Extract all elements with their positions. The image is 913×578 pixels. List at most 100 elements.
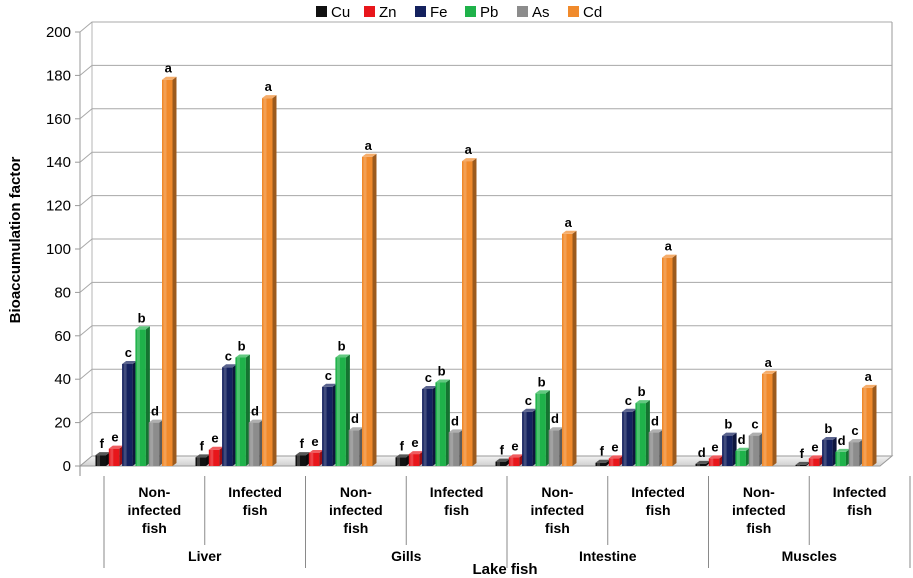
bar-front bbox=[422, 388, 433, 466]
bar-top bbox=[395, 454, 410, 458]
bar-front bbox=[608, 458, 620, 466]
bar-top bbox=[662, 254, 677, 258]
x-category-label: Infected bbox=[228, 484, 282, 500]
significance-label: e bbox=[611, 439, 618, 454]
bar-highlight bbox=[623, 411, 627, 466]
legend-label: Fe bbox=[430, 4, 448, 21]
bar-highlight bbox=[797, 464, 800, 466]
legend: Cu Zn Fe Pb As Cd bbox=[316, 4, 602, 21]
bar-highlight bbox=[736, 450, 740, 466]
bar-front bbox=[122, 364, 133, 466]
bar-side bbox=[372, 153, 377, 466]
bar-zn-6: e bbox=[608, 439, 624, 466]
bar-front bbox=[822, 439, 833, 466]
bar-side bbox=[772, 370, 777, 466]
bar-front bbox=[408, 454, 420, 466]
y-tick-label: 140 bbox=[46, 154, 71, 171]
bar-side bbox=[572, 230, 577, 466]
bar-front bbox=[735, 450, 746, 466]
legend-item-zn: Zn bbox=[364, 4, 397, 21]
gridline bbox=[79, 64, 892, 76]
significance-label: d bbox=[738, 432, 746, 447]
bar-top bbox=[608, 455, 624, 459]
bar-highlight bbox=[250, 422, 254, 466]
bar-cu-2: f bbox=[195, 438, 210, 466]
bar-front bbox=[448, 432, 460, 466]
bar-highlight bbox=[197, 457, 200, 466]
bar-zn-8: e bbox=[808, 439, 824, 466]
bar-as-7: c bbox=[748, 417, 764, 466]
bar-cd-4: a bbox=[462, 142, 477, 467]
significance-label: e bbox=[311, 434, 318, 449]
x-group-label: Liver bbox=[188, 548, 222, 564]
bar-front bbox=[648, 432, 660, 466]
x-category-label: Infected bbox=[430, 484, 484, 500]
bar-front bbox=[208, 449, 220, 466]
significance-label: f bbox=[800, 446, 805, 461]
bar-front bbox=[195, 457, 206, 466]
bar-top bbox=[708, 455, 724, 459]
bar-highlight bbox=[536, 393, 540, 466]
bar-side bbox=[472, 158, 477, 467]
bar-highlight bbox=[463, 161, 467, 467]
gridline bbox=[79, 281, 892, 293]
bar-highlight bbox=[550, 430, 554, 466]
significance-label: b bbox=[538, 374, 546, 389]
bar-zn-1: e bbox=[108, 430, 124, 466]
legend-label: Pb bbox=[480, 4, 498, 21]
bar-front bbox=[622, 411, 633, 466]
x-axis-title: Lake fish bbox=[472, 561, 537, 578]
bar-as-6: d bbox=[648, 413, 664, 466]
significance-label: e bbox=[211, 431, 218, 446]
bar-zn-3: e bbox=[308, 434, 324, 466]
bar-zn-4: e bbox=[408, 435, 424, 466]
bar-top bbox=[248, 419, 264, 423]
bar-pb-6: b bbox=[635, 384, 650, 466]
bar-highlight bbox=[697, 463, 700, 466]
bar-top bbox=[808, 455, 824, 459]
bar-top bbox=[848, 439, 864, 443]
significance-label: d bbox=[698, 445, 706, 460]
y-tick-label: 160 bbox=[46, 111, 71, 128]
bar-highlight bbox=[150, 422, 154, 466]
bar-highlight bbox=[363, 156, 367, 466]
bar-top bbox=[295, 452, 310, 456]
bar-highlight bbox=[136, 329, 140, 466]
bar-highlight bbox=[123, 364, 127, 466]
bar-top bbox=[135, 326, 150, 330]
bar-highlight bbox=[823, 439, 827, 466]
bar-fe-7: b bbox=[722, 417, 737, 466]
significance-label: a bbox=[365, 138, 373, 153]
significance-label: d bbox=[651, 413, 659, 428]
bar-top bbox=[462, 158, 477, 162]
bar-cu-8: f bbox=[795, 446, 810, 466]
bar-front bbox=[222, 367, 233, 466]
significance-label: e bbox=[711, 439, 718, 454]
significance-label: d bbox=[251, 404, 259, 419]
bar-cd-1: a bbox=[162, 61, 177, 467]
bar-side bbox=[872, 384, 877, 466]
significance-label: d bbox=[151, 404, 159, 419]
bar-top bbox=[735, 447, 750, 451]
bar-side bbox=[672, 254, 677, 466]
y-tick-label: 120 bbox=[46, 198, 71, 215]
bar-highlight bbox=[723, 435, 727, 466]
gridline bbox=[79, 151, 892, 163]
significance-label: c bbox=[525, 393, 532, 408]
bar-top bbox=[548, 427, 564, 431]
bar-front bbox=[135, 329, 146, 466]
bar-front bbox=[762, 373, 773, 466]
bar-highlight bbox=[710, 458, 714, 466]
bar-as-4: d bbox=[448, 413, 464, 466]
bar-top bbox=[108, 445, 124, 449]
x-category-label: Infected bbox=[833, 484, 887, 500]
significance-label: f bbox=[200, 438, 205, 453]
significance-label: a bbox=[165, 61, 173, 76]
bar-cu-7: d bbox=[695, 445, 710, 466]
bar-top bbox=[722, 432, 737, 436]
y-tick-label: 60 bbox=[54, 328, 71, 345]
bar-top bbox=[495, 458, 510, 462]
significance-label: f bbox=[300, 436, 305, 451]
gridlines bbox=[78, 21, 894, 467]
bar-highlight bbox=[163, 79, 167, 467]
